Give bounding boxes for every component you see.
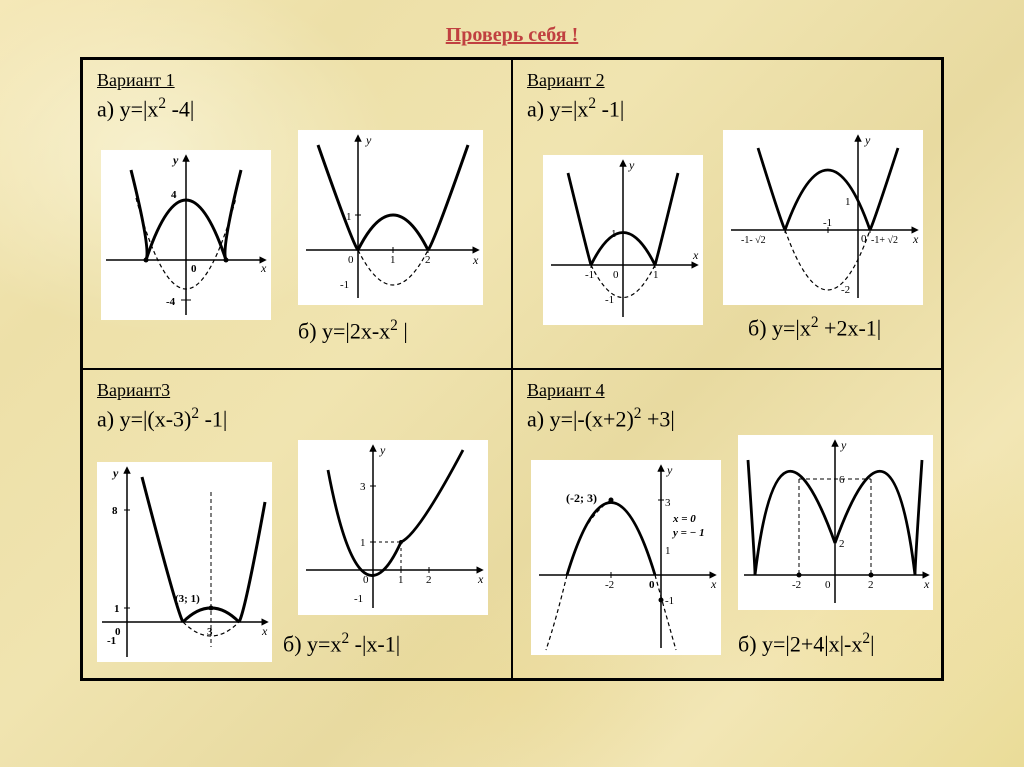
- svg-text:y: y: [111, 466, 119, 480]
- svg-text:y = − 1: y = − 1: [671, 527, 705, 539]
- svg-text:-1+ √2: -1+ √2: [871, 235, 898, 246]
- graph-3a: x y 0 8 1 -1 3 (3; 1): [97, 462, 272, 662]
- svg-text:2: 2: [868, 579, 874, 591]
- formula-a: а) y=|x2 -4|: [97, 95, 497, 122]
- svg-text:0: 0: [613, 269, 619, 281]
- svg-text:(3; 1): (3; 1): [175, 593, 200, 605]
- svg-text:0: 0: [649, 579, 655, 591]
- graph-1a: x y 0 4 -4: [101, 150, 271, 320]
- formula-b: б) y=|2x-x2 |: [298, 317, 408, 344]
- formula-b: б) y=|x2 +2x-1|: [748, 314, 881, 341]
- svg-text:-2: -2: [792, 579, 801, 591]
- formula-a: а) y=|-(x+2)2 +3|: [527, 405, 927, 432]
- formula-a: а) y=|x2 -1|: [527, 95, 927, 122]
- svg-text:-1: -1: [340, 279, 349, 291]
- variant-label: Вариант 1: [97, 70, 497, 91]
- svg-text:x: x: [477, 572, 484, 586]
- svg-text:2: 2: [425, 254, 431, 266]
- variant-label: Вариант 4: [527, 380, 927, 401]
- svg-text:x: x: [472, 253, 479, 267]
- svg-text:y: y: [628, 158, 635, 172]
- svg-text:0: 0: [348, 254, 354, 266]
- graph-4b: x y 0 -2 2 6 2: [738, 435, 933, 610]
- svg-text:y: y: [379, 443, 386, 457]
- graph-2a: x y 0 -1 1 1 -1: [543, 155, 703, 325]
- svg-text:x: x: [710, 577, 717, 591]
- svg-text:-2: -2: [841, 284, 850, 296]
- svg-text:-1- √2: -1- √2: [741, 235, 766, 246]
- graph-1b: x y 0 1 2 1 -1: [298, 130, 483, 305]
- svg-text:y: y: [365, 133, 372, 147]
- svg-text:2: 2: [839, 538, 845, 550]
- page-title: Проверь себя !: [0, 0, 1024, 57]
- graph-2b: x y 0 -1 -1- √2 -1+ √2 1 -2: [723, 130, 923, 305]
- svg-text:-1: -1: [585, 269, 594, 281]
- cell-variant-2: Вариант 2 а) y=|x2 -1| x y 0 -1 1 1 -1: [512, 59, 942, 369]
- origin-label: 0: [191, 263, 197, 275]
- svg-text:0: 0: [825, 579, 831, 591]
- y-axis-label: y: [171, 153, 179, 167]
- svg-text:y: y: [840, 438, 847, 452]
- svg-text:x: x: [912, 232, 919, 246]
- svg-text:1: 1: [114, 603, 120, 615]
- graph-4a: x y 0 -2 3 1 -1 (-2; 3) x = 0 y = − 1: [531, 460, 721, 655]
- svg-text:1: 1: [653, 269, 659, 281]
- x-axis-label: x: [260, 261, 267, 275]
- svg-text:x: x: [923, 577, 930, 591]
- svg-text:(-2; 3): (-2; 3): [566, 491, 597, 505]
- svg-text:x: x: [692, 248, 699, 262]
- worksheet-grid: Вариант 1 а) y=|x2 -4| x y 0 4 -4: [80, 57, 944, 681]
- svg-text:1: 1: [390, 254, 396, 266]
- svg-text:1: 1: [360, 537, 366, 549]
- variant-label: Вариант 2: [527, 70, 927, 91]
- svg-text:8: 8: [112, 505, 118, 517]
- svg-text:1: 1: [845, 196, 851, 208]
- svg-text:-1: -1: [107, 635, 116, 647]
- svg-text:y: y: [666, 463, 673, 477]
- formula-a: а) y=|(x-3)2 -1|: [97, 405, 497, 432]
- svg-text:-1: -1: [605, 294, 614, 306]
- tick-y-4: 4: [171, 189, 177, 201]
- svg-text:x = 0: x = 0: [672, 513, 696, 525]
- svg-text:0: 0: [861, 233, 867, 245]
- cell-variant-4: Вариант 4 а) y=|-(x+2)2 +3| x y 0 -2 3 1…: [512, 369, 942, 679]
- cell-variant-1: Вариант 1 а) y=|x2 -4| x y 0 4 -4: [82, 59, 512, 369]
- svg-text:6: 6: [839, 474, 845, 486]
- svg-text:2: 2: [426, 574, 432, 586]
- svg-text:-1: -1: [354, 593, 363, 605]
- svg-text:1: 1: [398, 574, 404, 586]
- formula-b: б) y=x2 -|x-1|: [283, 630, 400, 657]
- svg-text:y: y: [864, 133, 871, 147]
- svg-text:x: x: [261, 624, 268, 638]
- formula-b: б) y=|2+4|x|-x2|: [738, 630, 874, 657]
- svg-text:3: 3: [665, 497, 671, 509]
- svg-text:-2: -2: [605, 579, 614, 591]
- graph-3b: x y 0 1 2 3 1 -1: [298, 440, 488, 615]
- cell-variant-3: Вариант3 а) y=|(x-3)2 -1| x y 0 8 1 -1 3…: [82, 369, 512, 679]
- svg-text:1: 1: [665, 545, 671, 557]
- svg-text:-1: -1: [665, 595, 674, 607]
- variant-label: Вариант3: [97, 380, 497, 401]
- svg-text:3: 3: [360, 481, 366, 493]
- tick-y-neg4: -4: [166, 296, 176, 308]
